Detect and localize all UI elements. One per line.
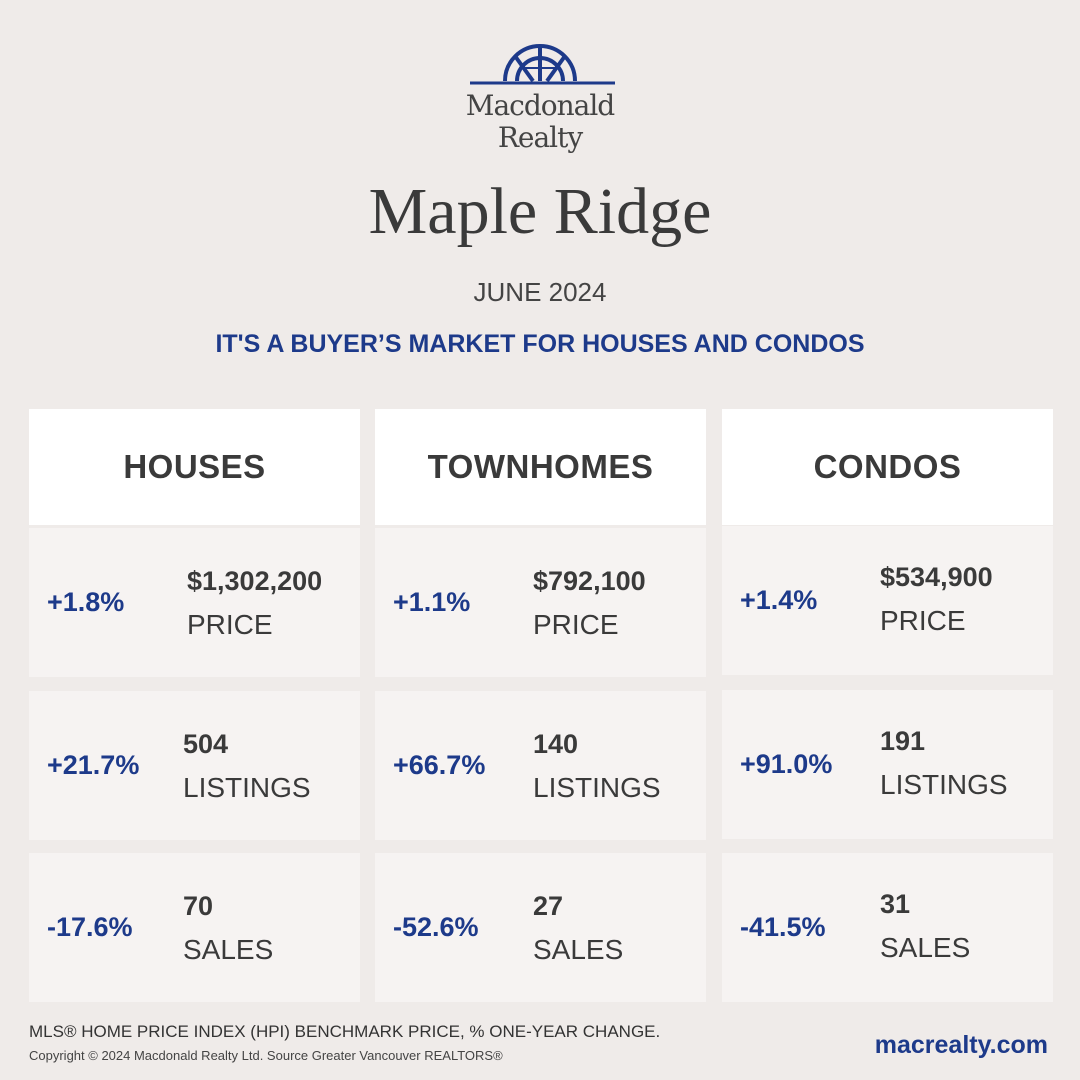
website-link[interactable]: macrealty.com [874, 1031, 1048, 1059]
sales-change: -41.5% [740, 912, 826, 942]
sales-change: -52.6% [393, 912, 479, 942]
price-card: +1.4% $534,900 PRICE [722, 526, 1053, 675]
city-title: Maple Ridge [368, 175, 712, 248]
townhomes-column: TOWNHOMES +1.1% $792,100 PRICE +66.7% 14… [375, 409, 706, 1002]
listings-card: +66.7% 140 LISTINGS [375, 691, 706, 840]
logo-wordmark: Macdonald Realty [460, 90, 620, 154]
listings-label: LISTINGS [880, 769, 1008, 800]
sales-label: SALES [183, 934, 274, 965]
column-title: CONDOS [722, 409, 1053, 525]
sales-card: -17.6% 70 SALES [29, 853, 360, 1002]
listings-label: LISTINGS [183, 772, 311, 803]
macdonald-realty-logo: Macdonald Realty [460, 40, 620, 165]
logo-line-2: Realty [497, 121, 583, 154]
sales-card: -41.5% 31 SALES [722, 853, 1053, 1002]
market-tagline: IT'S A BUYER’S MARKET FOR HOUSES AND CON… [215, 330, 865, 358]
listings-change: +91.0% [740, 749, 833, 779]
listings-label: LISTINGS [533, 772, 661, 803]
condos-column: CONDOS +1.4% $534,900 PRICE +91.0% 191 L… [722, 409, 1053, 1002]
price-label: PRICE [533, 609, 619, 640]
copyright-notice: Copyright © 2024 Macdonald Realty Ltd. S… [29, 1048, 503, 1063]
sales-value: 70 [183, 891, 214, 921]
price-label: PRICE [880, 605, 966, 636]
sales-label: SALES [880, 932, 971, 963]
listings-change: +66.7% [393, 750, 486, 780]
sales-label: SALES [533, 934, 624, 965]
price-label: PRICE [187, 609, 273, 640]
logo-line-1: Macdonald [465, 89, 615, 122]
listings-value: 504 [183, 729, 229, 759]
price-value: $792,100 [533, 566, 646, 596]
sales-value: 31 [880, 889, 911, 919]
listings-card: +91.0% 191 LISTINGS [722, 690, 1053, 839]
sunburst-icon [470, 44, 615, 85]
sales-card: -52.6% 27 SALES [375, 853, 706, 1002]
price-change: +1.8% [47, 587, 125, 617]
column-title: TOWNHOMES [375, 409, 706, 525]
listings-change: +21.7% [47, 750, 140, 780]
sales-value: 27 [533, 891, 564, 921]
price-card: +1.8% $1,302,200 PRICE [29, 528, 360, 677]
price-value: $534,900 [880, 562, 993, 592]
column-title: HOUSES [29, 409, 360, 525]
hpi-footnote: MLS® HOME PRICE INDEX (HPI) BENCHMARK PR… [29, 1022, 661, 1041]
listings-value: 191 [880, 726, 926, 756]
listings-value: 140 [533, 729, 579, 759]
report-date: JUNE 2024 [473, 277, 607, 307]
sales-change: -17.6% [47, 912, 133, 942]
price-change: +1.1% [393, 587, 471, 617]
listings-card: +21.7% 504 LISTINGS [29, 691, 360, 840]
price-value: $1,302,200 [187, 566, 323, 596]
price-card: +1.1% $792,100 PRICE [375, 528, 706, 677]
price-change: +1.4% [740, 585, 818, 615]
houses-column: HOUSES +1.8% $1,302,200 PRICE +21.7% 504… [29, 409, 360, 1002]
